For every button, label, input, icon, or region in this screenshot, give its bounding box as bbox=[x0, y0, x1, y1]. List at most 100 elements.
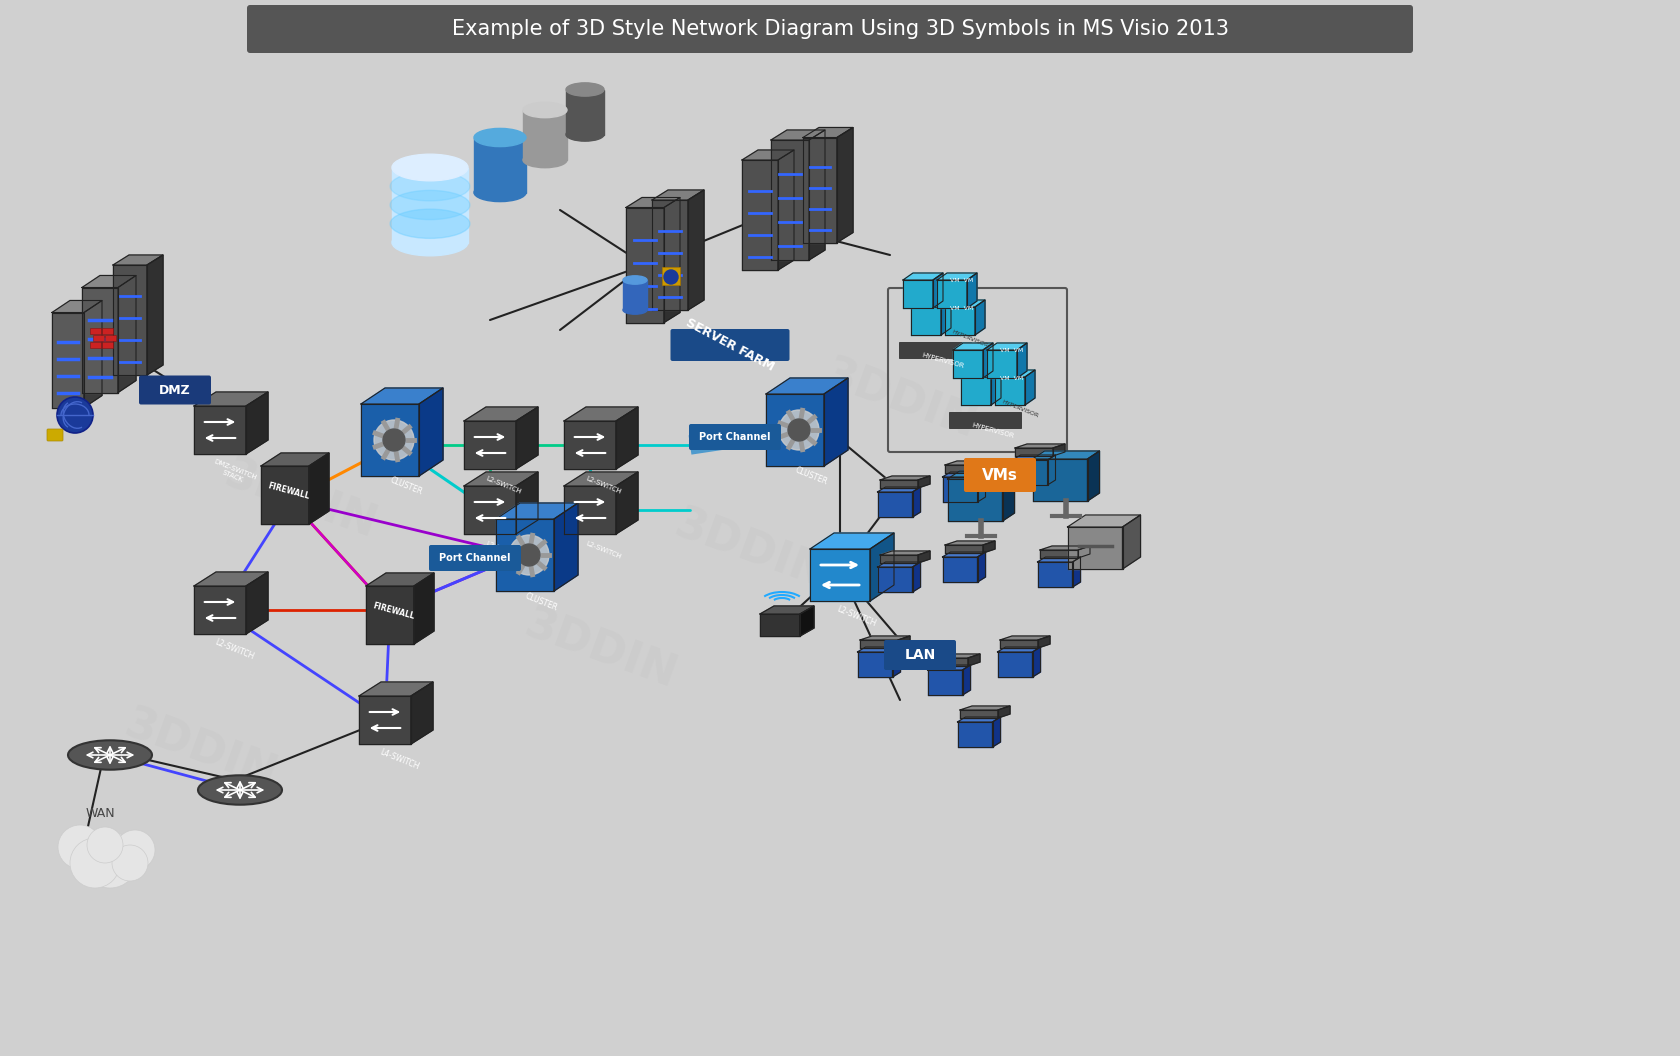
Text: CLUSTER: CLUSTER bbox=[524, 592, 558, 614]
FancyBboxPatch shape bbox=[247, 5, 1413, 53]
Polygon shape bbox=[1000, 640, 1038, 648]
Polygon shape bbox=[944, 541, 995, 545]
Polygon shape bbox=[84, 301, 102, 408]
Polygon shape bbox=[870, 533, 894, 601]
Polygon shape bbox=[993, 717, 1001, 747]
Text: FIREWALL: FIREWALL bbox=[373, 601, 417, 621]
Polygon shape bbox=[766, 394, 823, 466]
Polygon shape bbox=[877, 487, 921, 492]
Polygon shape bbox=[912, 487, 921, 517]
Polygon shape bbox=[778, 150, 795, 270]
Polygon shape bbox=[148, 254, 163, 375]
FancyBboxPatch shape bbox=[670, 329, 790, 361]
Polygon shape bbox=[1033, 647, 1040, 677]
Polygon shape bbox=[1053, 444, 1065, 456]
Polygon shape bbox=[911, 307, 941, 335]
FancyBboxPatch shape bbox=[899, 342, 971, 358]
Circle shape bbox=[509, 535, 549, 576]
Polygon shape bbox=[260, 466, 309, 524]
Polygon shape bbox=[904, 280, 932, 308]
FancyBboxPatch shape bbox=[964, 458, 1037, 492]
Polygon shape bbox=[944, 300, 984, 307]
Polygon shape bbox=[1040, 550, 1079, 558]
Polygon shape bbox=[554, 503, 578, 591]
Polygon shape bbox=[361, 404, 418, 476]
Polygon shape bbox=[983, 541, 995, 553]
Polygon shape bbox=[564, 472, 638, 486]
Polygon shape bbox=[113, 254, 163, 265]
Ellipse shape bbox=[623, 276, 647, 284]
Polygon shape bbox=[803, 137, 837, 243]
Polygon shape bbox=[880, 476, 931, 480]
Polygon shape bbox=[961, 377, 991, 406]
Polygon shape bbox=[193, 406, 245, 454]
Polygon shape bbox=[1016, 343, 1026, 378]
Polygon shape bbox=[857, 647, 900, 652]
Polygon shape bbox=[953, 343, 993, 350]
Polygon shape bbox=[743, 161, 778, 270]
Polygon shape bbox=[617, 472, 638, 534]
Polygon shape bbox=[995, 377, 1025, 406]
Text: L2-SWITCH: L2-SWITCH bbox=[486, 475, 522, 495]
Polygon shape bbox=[1038, 636, 1050, 648]
Polygon shape bbox=[617, 407, 638, 469]
Polygon shape bbox=[860, 636, 911, 640]
Circle shape bbox=[375, 420, 413, 460]
Polygon shape bbox=[1048, 455, 1055, 485]
Circle shape bbox=[82, 832, 138, 888]
Text: 3DDIN: 3DDIN bbox=[517, 603, 682, 697]
Polygon shape bbox=[309, 453, 329, 524]
Bar bbox=[474, 137, 526, 192]
Polygon shape bbox=[361, 388, 444, 404]
FancyBboxPatch shape bbox=[91, 342, 101, 348]
Polygon shape bbox=[944, 465, 983, 473]
Polygon shape bbox=[52, 301, 102, 313]
Polygon shape bbox=[689, 190, 704, 310]
Text: L2-SWITCH: L2-SWITCH bbox=[213, 638, 255, 662]
Polygon shape bbox=[496, 518, 554, 591]
Polygon shape bbox=[52, 313, 84, 408]
FancyBboxPatch shape bbox=[91, 328, 101, 334]
Polygon shape bbox=[113, 265, 148, 375]
Polygon shape bbox=[983, 343, 993, 378]
FancyBboxPatch shape bbox=[102, 342, 113, 348]
Polygon shape bbox=[1033, 459, 1087, 501]
Text: 3DDIN: 3DDIN bbox=[118, 702, 282, 797]
Polygon shape bbox=[1067, 515, 1141, 527]
Text: L4-SWITCH: L4-SWITCH bbox=[378, 748, 420, 772]
Polygon shape bbox=[942, 552, 986, 557]
Ellipse shape bbox=[391, 229, 469, 256]
Text: L2-SWITCH: L2-SWITCH bbox=[835, 605, 877, 628]
Polygon shape bbox=[82, 287, 118, 393]
Polygon shape bbox=[944, 461, 995, 465]
Polygon shape bbox=[1067, 527, 1122, 569]
Polygon shape bbox=[932, 274, 942, 308]
Polygon shape bbox=[464, 472, 538, 486]
FancyBboxPatch shape bbox=[139, 376, 212, 404]
Polygon shape bbox=[1079, 546, 1090, 558]
Text: 3DDIN: 3DDIN bbox=[818, 353, 981, 448]
Ellipse shape bbox=[522, 152, 568, 168]
Polygon shape bbox=[837, 128, 853, 243]
Polygon shape bbox=[1013, 460, 1048, 485]
Polygon shape bbox=[968, 654, 979, 666]
Text: LAN: LAN bbox=[904, 648, 936, 662]
Polygon shape bbox=[464, 486, 516, 534]
Polygon shape bbox=[880, 555, 917, 563]
Bar bbox=[391, 168, 469, 243]
Polygon shape bbox=[800, 606, 815, 636]
FancyBboxPatch shape bbox=[428, 545, 521, 571]
Polygon shape bbox=[998, 706, 1010, 718]
Polygon shape bbox=[118, 276, 136, 393]
Polygon shape bbox=[464, 421, 516, 469]
Circle shape bbox=[57, 397, 92, 433]
Text: L2-SWITCH: L2-SWITCH bbox=[585, 540, 623, 560]
Polygon shape bbox=[877, 567, 912, 592]
Text: FIREWALL: FIREWALL bbox=[267, 482, 311, 501]
Polygon shape bbox=[1072, 557, 1080, 587]
Polygon shape bbox=[564, 421, 617, 469]
Ellipse shape bbox=[390, 190, 470, 220]
Text: VM  VM: VM VM bbox=[951, 305, 974, 310]
Polygon shape bbox=[948, 471, 1015, 479]
Polygon shape bbox=[1087, 451, 1099, 501]
